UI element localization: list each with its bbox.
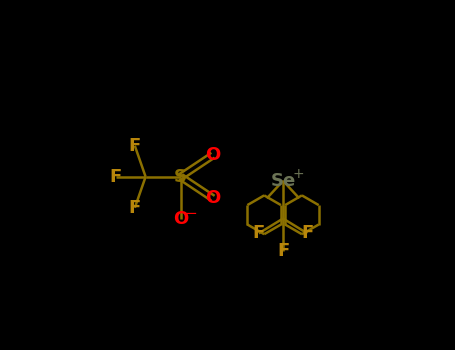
Text: O: O — [205, 146, 221, 164]
Text: F: F — [129, 137, 141, 155]
Text: F: F — [301, 224, 313, 242]
Text: −: − — [184, 206, 197, 220]
Text: O: O — [173, 210, 188, 228]
Text: F: F — [110, 168, 122, 186]
Text: O: O — [205, 189, 221, 207]
Text: Se: Se — [270, 172, 296, 190]
Text: F: F — [129, 199, 141, 217]
Text: S: S — [174, 168, 187, 186]
Text: +: + — [292, 167, 303, 181]
Text: F: F — [277, 242, 289, 260]
Text: F: F — [253, 224, 265, 242]
